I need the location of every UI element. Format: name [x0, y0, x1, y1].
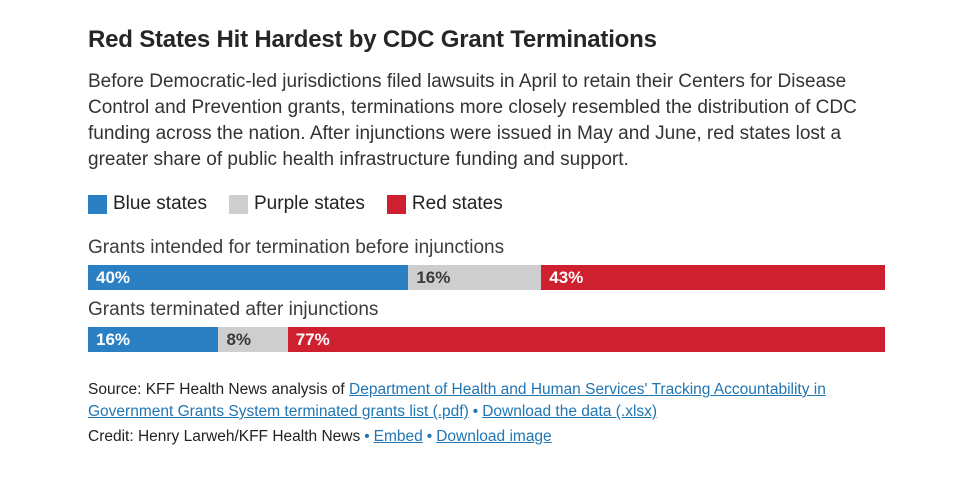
legend-label: Red states — [411, 193, 503, 214]
legend-item-purple-states: Purple states — [229, 193, 365, 215]
stacked-bar-after-injunctions: 16% 8% 77% — [88, 327, 885, 352]
stacked-bar-before-injunctions: 40% 16% 43% — [88, 265, 885, 290]
bar-row-label-before-injunctions: Grants intended for termination before i… — [88, 237, 505, 258]
chart-description: Before Democratic-led jurisdictions file… — [88, 71, 857, 170]
download-image-link[interactable]: Download image — [436, 428, 552, 445]
bar-segment-purple-states: 16% — [408, 265, 542, 290]
embed-link[interactable]: Embed — [373, 428, 423, 445]
bullet-separator: • — [364, 428, 370, 445]
bullet-separator: • — [472, 403, 479, 420]
source-link-xlsx[interactable]: Download the data (.xlsx) — [482, 403, 658, 420]
bar-segment-red-states: 43% — [541, 265, 885, 290]
bar-segment-blue-states: 16% — [88, 327, 219, 352]
chart-legend: Blue states Purple states Red states — [88, 193, 885, 215]
credit-line: Credit: Henry Larweh/KFF Health News • Emb… — [88, 426, 885, 448]
legend-swatch-blue-icon — [88, 194, 107, 214]
credit-text: Credit: Henry Larweh/KFF Health News — [88, 428, 361, 445]
legend-label: Blue states — [113, 193, 207, 214]
bar-segment-purple-states: 8% — [218, 327, 288, 352]
bar-segment-red-states: 77% — [287, 327, 885, 352]
source-line: Source: KFF Health News analysis of Depa… — [88, 379, 885, 423]
chart-content: Red States Hit Hardest by CDC Grant Term… — [88, 26, 885, 448]
legend-item-red-states: Red states — [386, 193, 503, 215]
bullet-separator: • — [426, 428, 433, 445]
bar-row-label-after-injunctions: Grants terminated after injunctions — [88, 299, 379, 320]
legend-swatch-purple-icon — [229, 194, 248, 214]
legend-swatch-red-icon — [386, 194, 406, 214]
legend-label: Purple states — [254, 193, 365, 214]
source-link-pdf[interactable]: Department of Health and Human Services'… — [88, 381, 826, 420]
legend-item-blue-states: Blue states — [88, 193, 207, 215]
page-title: Red States Hit Hardest by CDC Grant Term… — [88, 26, 657, 53]
stacked-bar-chart: Grants intended for termination before i… — [88, 237, 885, 352]
bar-segment-blue-states: 40% — [88, 265, 409, 290]
source-text: Source: KFF Health News analysis of — [88, 381, 350, 398]
